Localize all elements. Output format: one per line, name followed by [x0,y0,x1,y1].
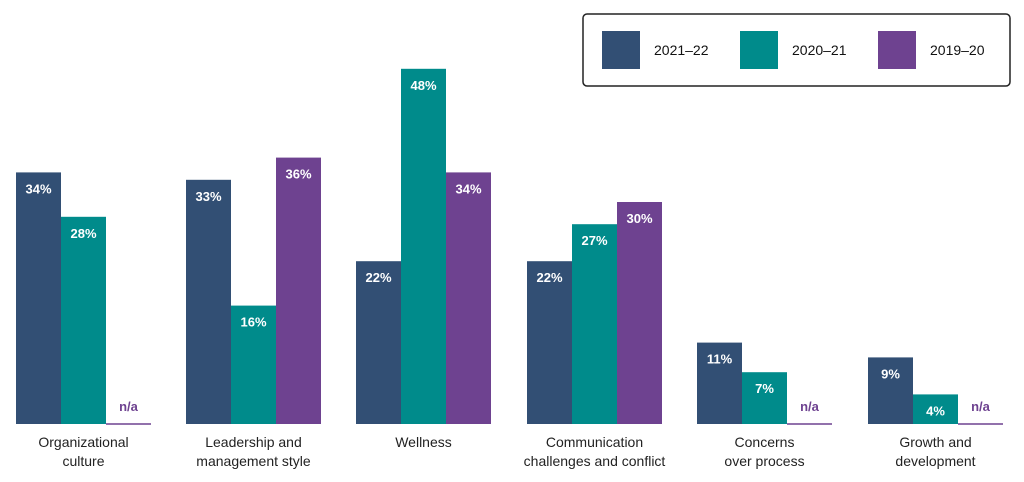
legend-swatch-2019-20 [878,31,916,69]
value-label-communication-challenges-and-conflict-2019-20: 30% [626,211,652,226]
category-label-growth-and-development: Growth and development [895,434,975,469]
category-label-wellness: Wellness [395,434,452,450]
bar-communication-challenges-and-conflict-2020-21 [572,224,617,424]
bar-growth-and-development-2020-21 [913,394,958,424]
bar-wellness-2019-20 [446,172,491,424]
legend-label-2019-20: 2019–20 [930,42,985,58]
value-label-leadership-and-management-style-2021-22: 33% [195,189,221,204]
value-label-communication-challenges-and-conflict-2020-21: 27% [581,233,607,248]
category-labels-layer: Organizational culture Leadership and manag… [38,434,975,469]
category-label-leadership-and-management-style: Leadership and management style [196,434,311,469]
category-label-communication-challenges-and-conflict: Communication challenges and conflict [524,434,666,469]
value-label-organizational-culture-2021-22: 34% [25,181,51,196]
category-label-concerns-over-process: Concerns over process [724,434,804,469]
bar-concerns-over-process-2020-21 [742,372,787,424]
bar-leadership-and-management-style-2020-21 [231,305,276,424]
bar-organizational-culture-2020-21 [61,216,106,424]
legend-label-2021-22: 2021–22 [654,42,709,58]
value-label-growth-and-development-2021-22: 9% [881,366,900,381]
legend-swatch-2021-22 [602,31,640,69]
value-label-growth-and-development-2020-21: 4% [926,403,945,418]
legend: 2021–22 2020–21 2019–20 [582,13,1011,87]
value-label-leadership-and-management-style-2020-21: 16% [240,315,266,330]
value-label-organizational-culture-2019-20: n/a [119,399,139,414]
value-label-organizational-culture-2020-21: 28% [70,226,96,241]
bar-organizational-culture-2021-22 [16,172,61,424]
bar-growth-and-development-2021-22 [868,357,913,424]
value-label-communication-challenges-and-conflict-2021-22: 22% [536,270,562,285]
value-label-concerns-over-process-2019-20: n/a [800,399,820,414]
value-label-concerns-over-process-2020-21: 7% [755,381,774,396]
bars-layer [16,68,1003,425]
bar-communication-challenges-and-conflict-2021-22 [527,261,572,424]
value-label-wellness-2019-20: 34% [455,181,481,196]
bar-communication-challenges-and-conflict-2019-20 [617,202,662,424]
bar-leadership-and-management-style-2021-22 [186,179,231,424]
bar-leadership-and-management-style-2019-20 [276,157,321,424]
legend-swatch-2020-21 [740,31,778,69]
value-label-concerns-over-process-2021-22: 11% [707,352,733,367]
value-label-wellness-2021-22: 22% [365,270,391,285]
bar-wellness-2020-21 [401,68,446,425]
value-label-leadership-and-management-style-2019-20: 36% [285,167,311,182]
category-label-organizational-culture: Organizational culture [38,434,128,469]
legend-label-2020-21: 2020–21 [792,42,847,58]
value-label-wellness-2020-21: 48% [410,78,436,93]
value-labels-layer: 34% 28% n/a 33% 16% 36% 22% 48% 34% 22% 27% 30% 11% 7… [25,78,990,419]
bar-wellness-2021-22 [356,261,401,424]
value-label-growth-and-development-2019-20: n/a [971,399,991,414]
bar-concerns-over-process-2021-22 [697,342,742,424]
